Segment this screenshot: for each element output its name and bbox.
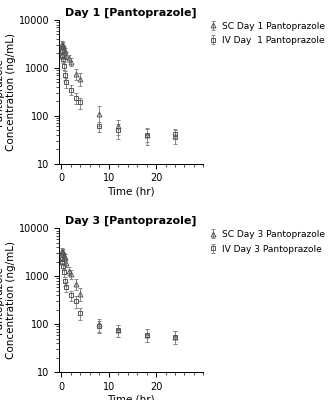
- Y-axis label: Pantoprazole
Concentration (ng/mL): Pantoprazole Concentration (ng/mL): [0, 33, 16, 151]
- Y-axis label: Pantoprazole
Concentration (ng/mL): Pantoprazole Concentration (ng/mL): [0, 241, 16, 359]
- X-axis label: Time (hr): Time (hr): [107, 394, 155, 400]
- Legend: SC Day 1 Pantoprazole, IV Day  1 Pantoprazole: SC Day 1 Pantoprazole, IV Day 1 Pantopra…: [206, 20, 327, 47]
- Legend: SC Day 3 Pantoprazole, IV Day 3 Pantoprazole: SC Day 3 Pantoprazole, IV Day 3 Pantopra…: [206, 228, 327, 256]
- Title: Day 3 [Pantoprazole]: Day 3 [Pantoprazole]: [66, 216, 197, 226]
- Title: Day 1 [Pantoprazole]: Day 1 [Pantoprazole]: [65, 8, 197, 18]
- X-axis label: Time (hr): Time (hr): [107, 186, 155, 196]
